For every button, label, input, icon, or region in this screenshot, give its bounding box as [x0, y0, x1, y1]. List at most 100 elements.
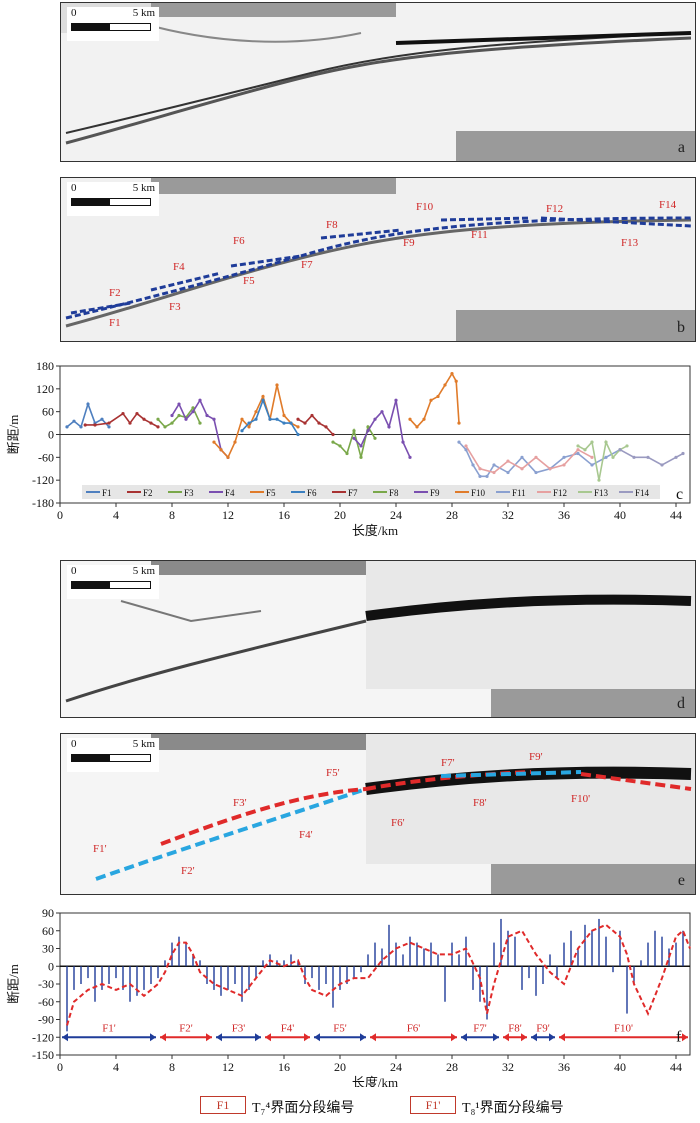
segment-label: F1': [102, 1022, 116, 1034]
point-F10: [457, 421, 461, 425]
fault-label-e-4: F4': [299, 829, 313, 841]
point-F9: [366, 429, 370, 433]
segment-arrow-head: [150, 1033, 156, 1042]
point-F5: [254, 410, 258, 414]
point-F10: [443, 383, 447, 387]
legend-box-2: F1': [410, 1096, 456, 1114]
point-F12: [576, 448, 580, 452]
fault-label-b-6: F6: [233, 235, 245, 247]
scale-five: 5 km: [132, 565, 155, 577]
point-F5: [212, 440, 216, 444]
point-F13: [625, 444, 629, 448]
segment-arrow-head: [682, 1033, 688, 1042]
point-F11: [485, 474, 489, 478]
point-F4: [184, 417, 188, 421]
point-F2: [128, 421, 132, 425]
texture-b: F1 F2 F3 F4 F5 F6 F7 F8 F9 F10 F11 F12 F…: [61, 178, 695, 341]
point-F5: [282, 413, 286, 418]
point-F6: [268, 417, 272, 421]
point-F9: [394, 398, 398, 402]
segment-arrow-head: [255, 1033, 261, 1042]
segment-label: F9': [536, 1022, 550, 1034]
x-tick-label: 12: [222, 1060, 234, 1074]
segment-arrow-head: [461, 1033, 467, 1042]
point-F1: [86, 402, 90, 406]
scale-bar: 0 5 km: [67, 738, 159, 772]
segment-label: F7': [473, 1022, 487, 1034]
point-F9: [401, 440, 405, 444]
fault-label-b-11: F11: [471, 229, 488, 241]
x-tick-label: 8: [169, 1060, 175, 1074]
point-F7: [331, 432, 335, 437]
legend-label-F4: F4: [225, 488, 235, 498]
point-F7: [296, 417, 300, 421]
fault-label-b-7: F7: [301, 259, 313, 271]
point-F8: [338, 444, 342, 448]
texture-e: F1' F2' F3' F4' F5' F6' F7' F8' F9' F10': [61, 734, 695, 894]
point-F10: [415, 425, 419, 429]
segment-arrow-head: [216, 1033, 222, 1042]
point-F2: [83, 423, 87, 427]
point-F12: [478, 467, 482, 471]
fault-label-e-8: F8': [473, 797, 487, 809]
point-F11: [562, 455, 566, 459]
point-F1: [65, 425, 69, 429]
point-F14: [681, 451, 685, 456]
fault-label-b-3: F3: [169, 301, 181, 313]
x-tick-label: 4: [113, 508, 119, 522]
segment-label: F5': [333, 1022, 347, 1034]
fault-label-e-7: F7': [441, 757, 455, 769]
legend-label-F13: F13: [594, 488, 609, 498]
legend-label-F14: F14: [635, 488, 650, 498]
point-F6: [254, 417, 258, 421]
x-tick-label: 16: [278, 508, 290, 522]
segment-arrow-head: [360, 1033, 366, 1042]
x-tick-label: 16: [278, 1060, 290, 1074]
scale-zero: 0: [71, 738, 77, 750]
point-F7: [324, 425, 328, 429]
point-F11: [478, 474, 482, 478]
series-F12: [465, 445, 593, 474]
fault-label-b-1: F1: [109, 317, 121, 329]
x-tick-label: 12: [222, 508, 234, 522]
y-tick-label: 60: [42, 405, 54, 419]
point-F6: [247, 421, 251, 425]
scale-five: 5 km: [132, 738, 155, 750]
y-tick-label: -120: [32, 1030, 54, 1044]
y-tick-label: 90: [42, 906, 54, 920]
point-F5: [261, 394, 265, 399]
point-F2: [93, 423, 97, 427]
segment-arrow-head: [521, 1033, 527, 1042]
fault-label-b-12: F12: [546, 203, 563, 215]
point-F5: [219, 448, 223, 452]
fault-label-b-10: F10: [416, 201, 434, 213]
point-F10: [436, 394, 440, 399]
point-F4: [191, 410, 195, 414]
x-tick-label: 24: [390, 1060, 402, 1074]
point-F11: [492, 463, 496, 467]
legend-label-F1: F1: [102, 488, 112, 498]
point-F13: [597, 478, 601, 482]
point-F6: [296, 432, 300, 437]
point-F10: [408, 417, 412, 421]
point-F8: [359, 455, 363, 459]
point-F11: [520, 455, 524, 459]
chart-f: 90 60 30 0 -30 -60 -90 -120 -150 0 4 8 12 16 20 24 28 32 3…: [0, 905, 700, 1090]
segment-arrow-head: [451, 1033, 457, 1042]
point-F3: [163, 425, 167, 429]
segment-arrow-head: [549, 1033, 555, 1042]
panel-label-d: d: [677, 695, 685, 712]
point-F12: [534, 455, 538, 459]
point-F8: [352, 429, 356, 433]
x-tick-label: 32: [502, 508, 514, 522]
segment-label: F2': [179, 1022, 193, 1034]
segment-arrow-head: [493, 1033, 499, 1042]
point-F12: [506, 459, 510, 463]
bottom-legend: F1 T₇⁴界面分段编号 F1' T₈¹界面分段编号: [200, 1093, 620, 1119]
point-F8: [331, 440, 335, 444]
x-tick-label: 40: [614, 508, 626, 522]
chart-label-f: f: [676, 1028, 682, 1045]
panel-label-a: a: [677, 139, 685, 156]
